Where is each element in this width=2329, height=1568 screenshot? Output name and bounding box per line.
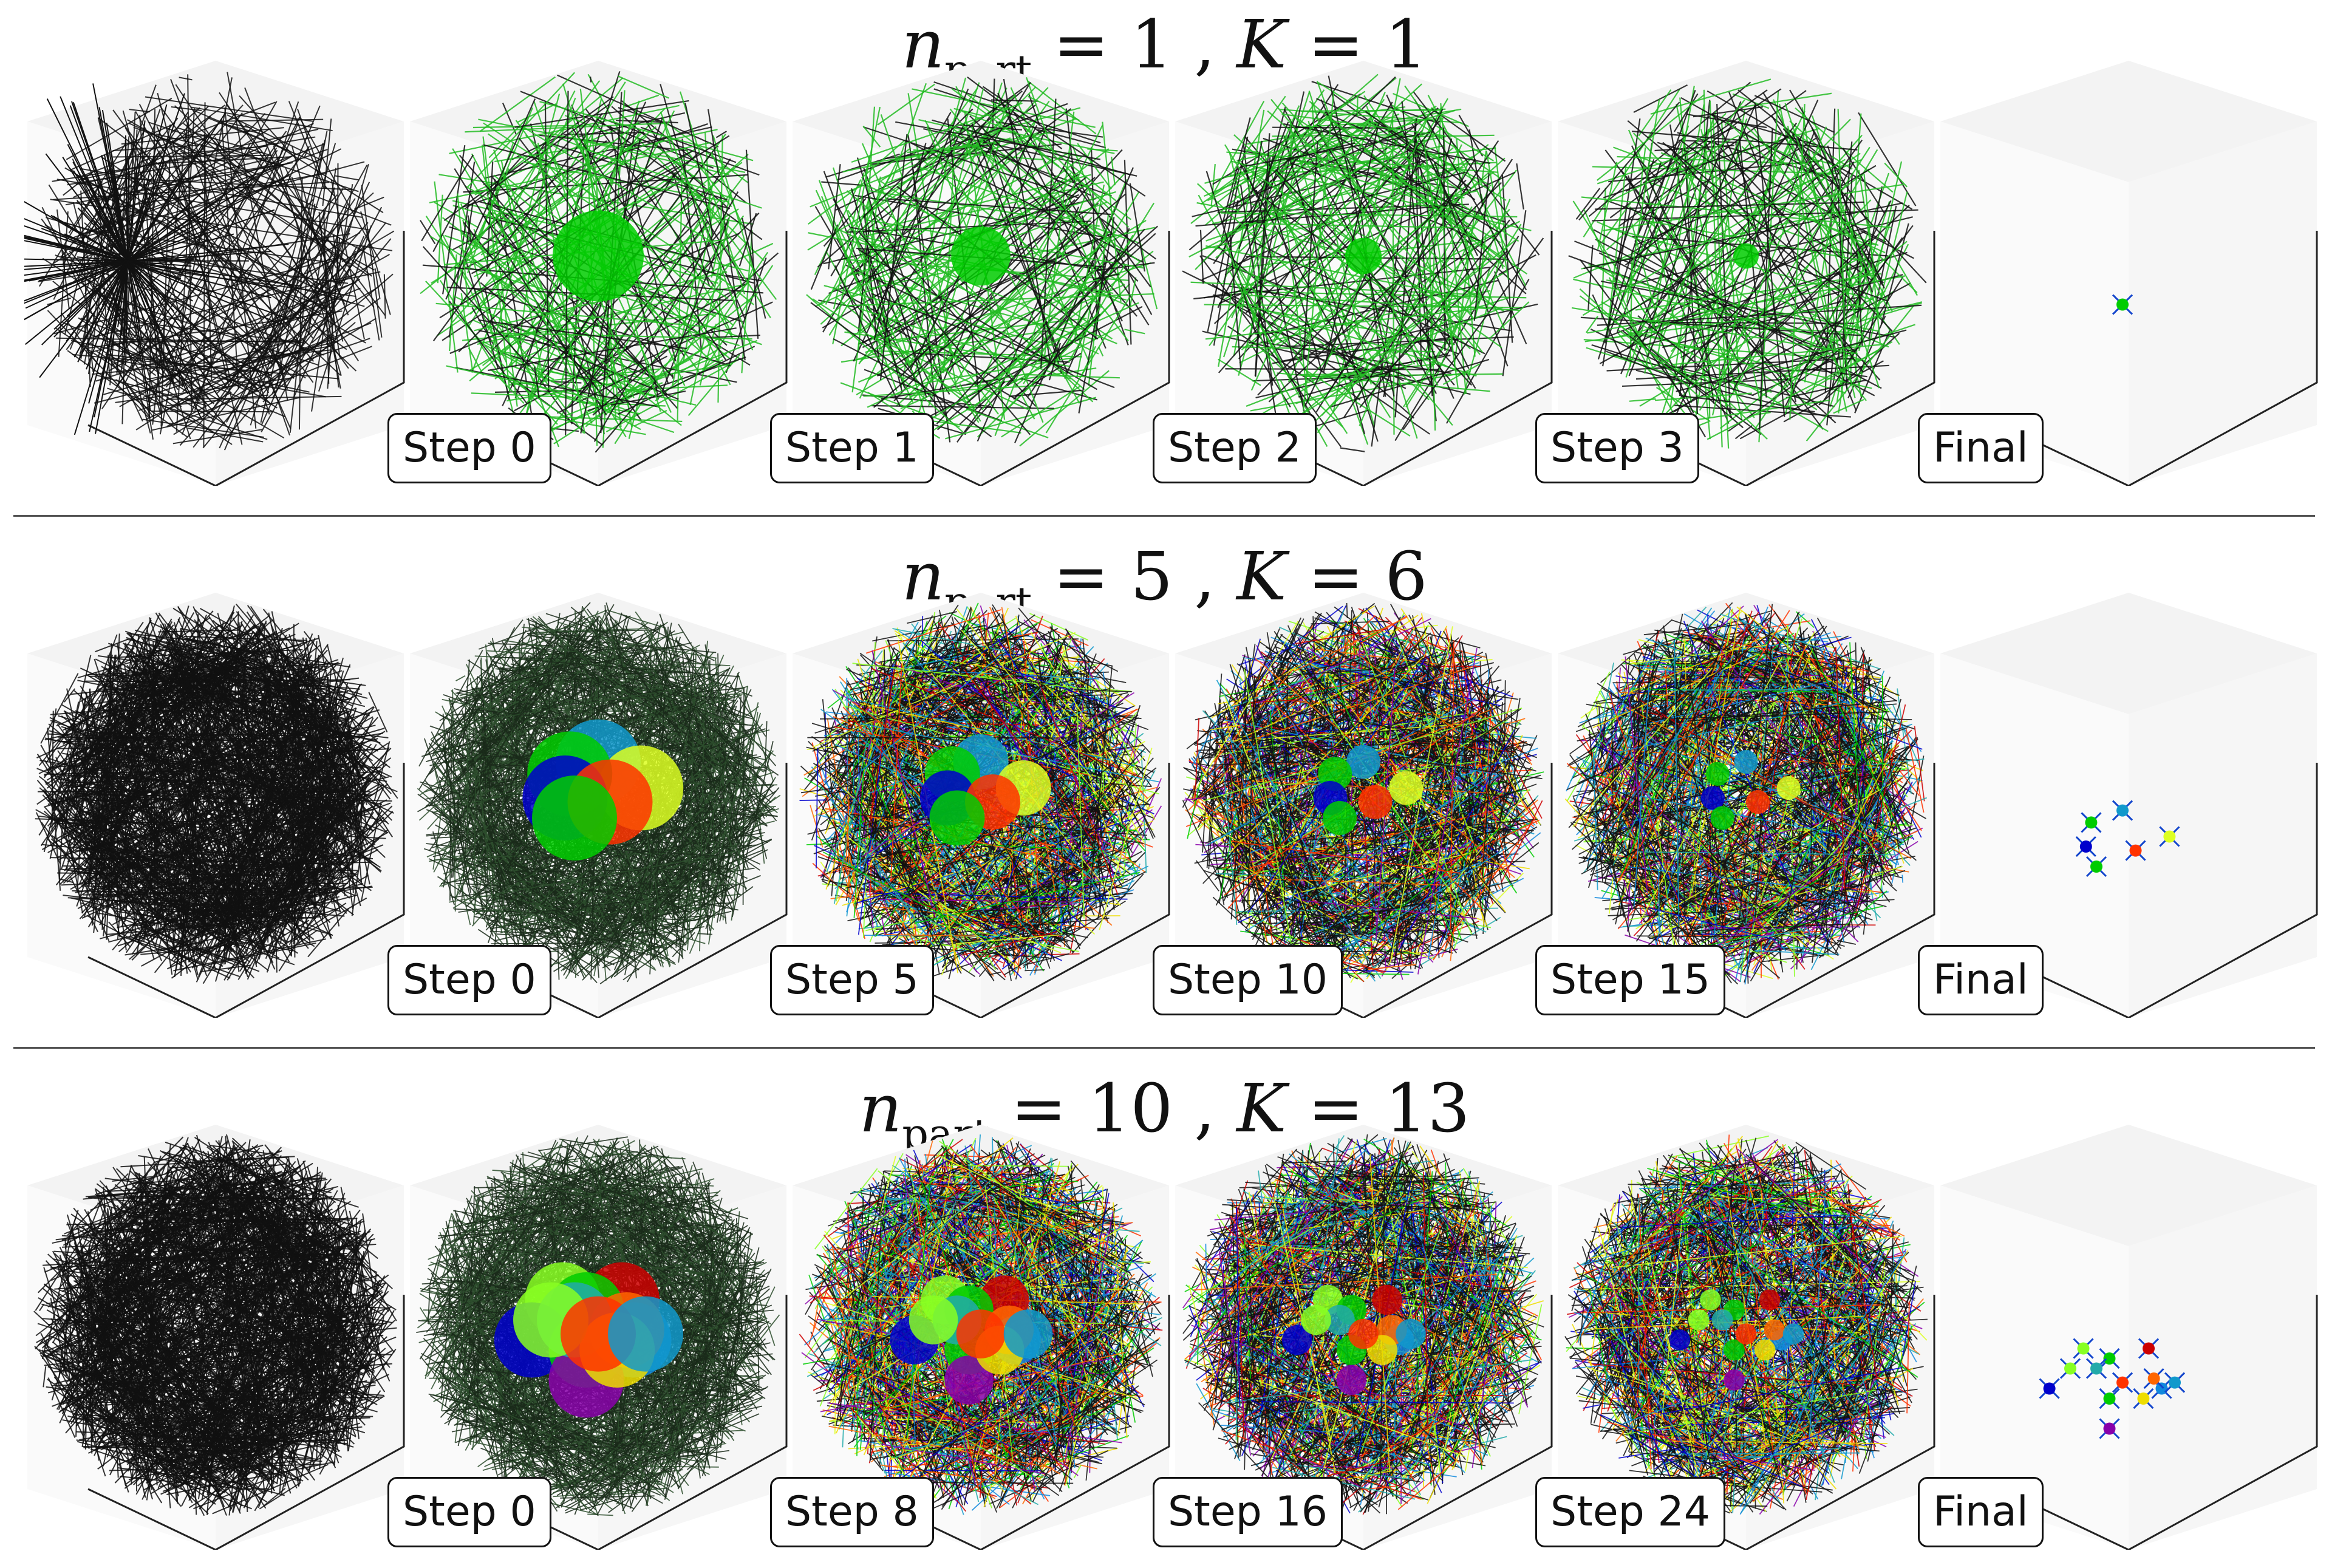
row-2-panel-3: Step 5 [789,593,1172,1018]
row-1-panel-5: Step 3 [1555,61,1937,486]
row-3-panel-2: Step 0 [407,1125,789,1550]
row-3-step-label-4: Step 16 [1153,1477,1343,1547]
row-3: npart = 10 , K = 13 Step 0 Step 8 Step 1… [0,1064,2329,1568]
row-3-step-label-5: Step 24 [1535,1477,1725,1547]
row-1: npart = 1 , K = 1 Step 0 Step 1 Step 2 S… [0,0,2329,504]
row-1-panel-4: Step 2 [1172,61,1555,486]
row-2: npart = 5 , K = 6 Step 0 Step 5 Step 10 … [0,532,2329,1036]
row-3-panel-5: Step 24 [1555,1125,1937,1550]
row-2-step-label-5: Step 15 [1535,945,1725,1015]
row-2-step-label-4: Step 10 [1153,945,1343,1015]
row-2-panel-1 [24,593,407,1018]
row-1-panel-3: Step 1 [789,61,1172,486]
row-3-step-label-3: Step 8 [770,1477,934,1547]
row-3-panel-3: Step 8 [789,1125,1172,1550]
row-1-panel-2: Step 0 [407,61,789,486]
row-3-step-label-2: Step 0 [387,1477,551,1547]
row-2-panel-5: Step 15 [1555,593,1937,1018]
row-1-panel-1 [24,61,407,486]
row-3-panel-4: Step 16 [1172,1125,1555,1550]
row-2-step-label-6: Final [1918,945,2044,1015]
row-1-step-label-3: Step 1 [770,413,934,483]
row-3-panel-1 [24,1125,407,1550]
row-2-step-label-2: Step 0 [387,945,551,1015]
row-1-step-label-6: Final [1918,413,2044,483]
row-3-step-label-6: Final [1918,1477,2044,1547]
row-2-panel-2: Step 0 [407,593,789,1018]
separator-2 [13,1047,2315,1049]
row-2-panel-6: Final [1937,593,2320,1018]
separator-1 [13,515,2315,517]
row-1-step-label-5: Step 3 [1535,413,1699,483]
row-3-panel-6: Final [1937,1125,2320,1550]
row-2-panel-4: Step 10 [1172,593,1555,1018]
row-1-step-label-4: Step 2 [1153,413,1317,483]
row-2-step-label-3: Step 5 [770,945,934,1015]
row-1-step-label-2: Step 0 [387,413,551,483]
row-1-panel-6: Final [1937,61,2320,486]
